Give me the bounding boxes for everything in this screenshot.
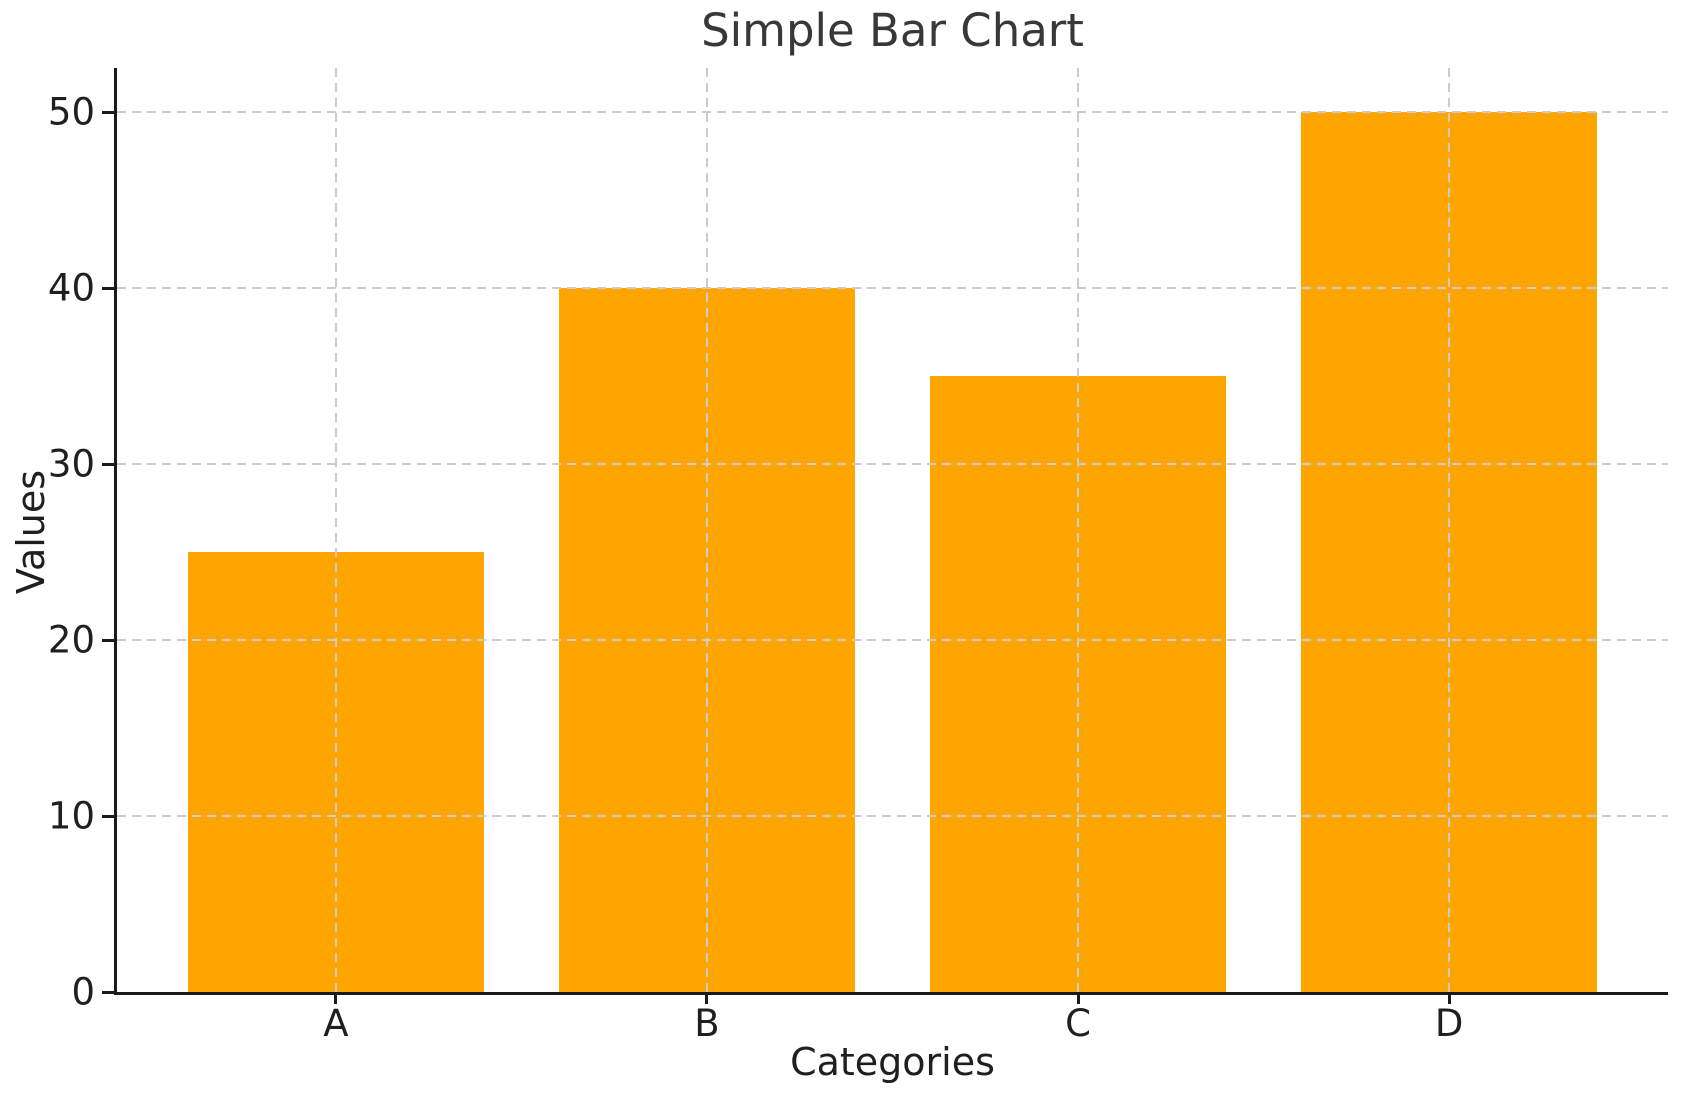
gridline-horizontal [117, 111, 1668, 113]
x-tick-label: B [694, 1002, 720, 1045]
x-tick-label: D [1434, 1002, 1464, 1045]
gridline-vertical [334, 68, 337, 992]
y-axis-label: Values [9, 469, 53, 595]
x-axis-label: Categories [790, 1040, 995, 1084]
y-tick-mark [102, 110, 114, 114]
gridline-vertical [1448, 68, 1451, 992]
gridline-horizontal [117, 815, 1668, 817]
x-axis-spine [114, 992, 1668, 995]
plot-area [114, 68, 1668, 995]
x-tick-mark [705, 992, 709, 1004]
x-tick-mark [1076, 992, 1080, 1004]
y-tick-label: 0 [71, 970, 95, 1014]
y-tick-mark [102, 638, 114, 642]
y-tick-label: 30 [47, 442, 95, 486]
gridline-horizontal [117, 639, 1668, 641]
grid-layer [117, 68, 1668, 992]
y-tick-mark [102, 286, 114, 290]
y-tick-label: 10 [47, 794, 95, 838]
gridline-vertical [705, 68, 708, 992]
chart-title: Simple Bar Chart [701, 4, 1084, 57]
gridline-vertical [1077, 68, 1080, 992]
gridline-horizontal [117, 287, 1668, 289]
y-tick-mark [102, 814, 114, 818]
x-tick-label: C [1065, 1002, 1091, 1045]
x-tick-mark [334, 992, 338, 1004]
y-tick-label: 50 [47, 90, 95, 134]
x-tick-label: A [323, 1002, 349, 1045]
y-tick-mark [102, 990, 114, 994]
y-tick-mark [102, 462, 114, 466]
gridline-horizontal [117, 463, 1668, 465]
x-tick-mark [1447, 992, 1451, 1004]
y-tick-label: 20 [47, 618, 95, 662]
y-axis-spine [114, 68, 117, 995]
y-tick-label: 40 [47, 266, 95, 310]
